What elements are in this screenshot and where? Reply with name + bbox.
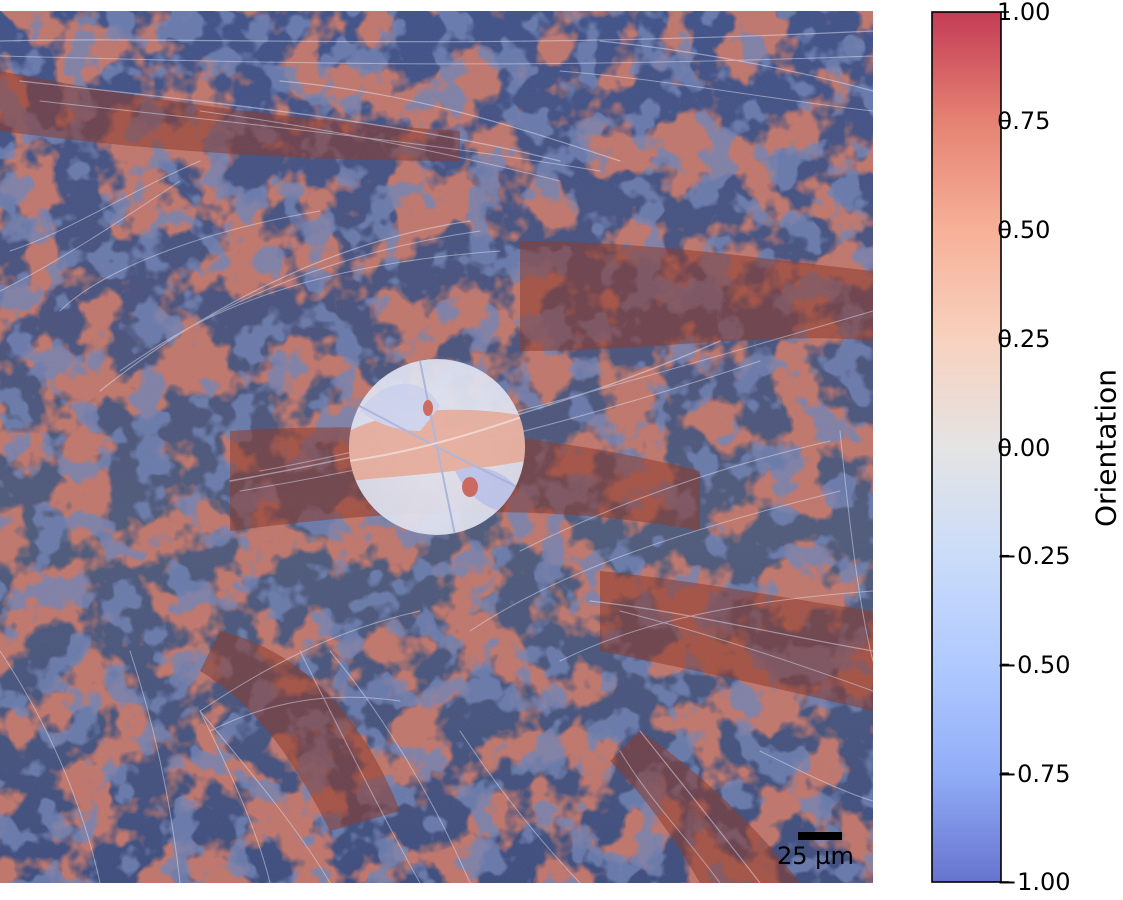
- scale-bar: [798, 832, 842, 840]
- tick-label: 0.50: [997, 218, 1050, 242]
- tick-label: 1.00: [997, 0, 1050, 24]
- colorbar-title: Orientation: [1090, 369, 1123, 527]
- colorbar: [931, 11, 1002, 883]
- tick-label: −0.25: [997, 544, 1071, 568]
- scale-bar-label: 25 µm: [777, 842, 854, 870]
- tick-label: −0.50: [997, 653, 1071, 677]
- orientation-micrograph: [0, 11, 873, 883]
- orientation-highlight-circle: [349, 359, 525, 535]
- tick-label: 0.75: [997, 109, 1050, 133]
- tick-label: −0.75: [997, 762, 1071, 786]
- colorbar-gradient: [932, 12, 1001, 882]
- tick-label: 0.25: [997, 327, 1050, 351]
- tick-label: 0.00: [997, 436, 1050, 460]
- tick-label: −1.00: [997, 870, 1071, 894]
